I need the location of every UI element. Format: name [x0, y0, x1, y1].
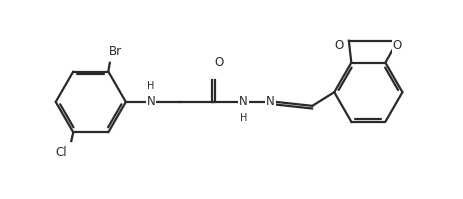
Text: Cl: Cl: [56, 146, 67, 159]
Text: N: N: [265, 96, 274, 108]
Text: Br: Br: [109, 45, 122, 58]
Text: H: H: [147, 81, 155, 91]
Text: O: O: [214, 56, 223, 69]
Text: O: O: [392, 39, 401, 52]
Text: N: N: [239, 96, 248, 108]
Text: H: H: [239, 113, 247, 123]
Text: N: N: [146, 96, 155, 108]
Text: O: O: [334, 39, 343, 52]
